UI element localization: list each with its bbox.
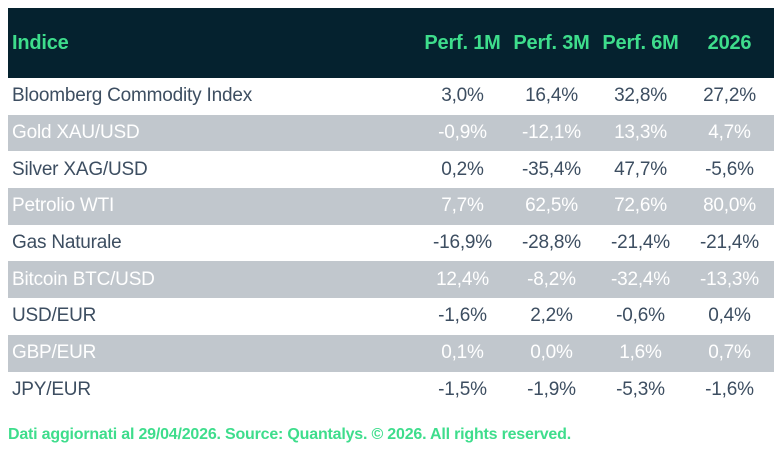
cell-value: 1,6% xyxy=(619,342,662,364)
row-label: Gold XAU/USD xyxy=(12,122,140,144)
cell-value: 32,8% xyxy=(614,85,667,107)
cell-value: -12,1% xyxy=(521,122,581,144)
cell-value: -1,9% xyxy=(527,378,576,400)
table-row: Petrolio WTI 7,7% 62,5% 72,6% 80,0% xyxy=(8,188,774,225)
cell-value: -21,4% xyxy=(610,232,670,254)
row-label: GBP/EUR xyxy=(12,342,97,364)
cell-value: 62,5% xyxy=(525,195,578,217)
table-body: Bloomberg Commodity Index 3,0% 16,4% 32,8% 2… xyxy=(8,78,774,409)
table-row: Gas Naturale -16,9% -28,8% -21,4% -21,4% xyxy=(8,224,774,262)
cell-value: 0,4% xyxy=(708,305,751,327)
table-row: JPY/EUR -1,5% -1,9% -5,3% -1,6% xyxy=(8,371,774,409)
cell-value: 72,6% xyxy=(614,195,667,217)
cell-value: -5,3% xyxy=(616,378,665,400)
cell-value: -5,6% xyxy=(705,158,754,180)
footer-note: Dati aggiornati al 29/04/2026. Source: Q… xyxy=(8,426,571,443)
cell-value: -35,4% xyxy=(521,158,581,180)
cell-value: -1,5% xyxy=(438,378,487,400)
performance-table: Indice Perf. 1M Perf. 3M Perf. 6M 2026 Bloom… xyxy=(8,8,774,409)
row-label: Bloomberg Commodity Index xyxy=(12,85,252,107)
cell-value: 0,1% xyxy=(441,342,484,364)
cell-value: -0,6% xyxy=(616,305,665,327)
table-row: Bitcoin BTC/USD 12,4% -8,2% -32,4% -13,3% xyxy=(8,261,774,299)
cell-value: 13,3% xyxy=(614,122,667,144)
column-header-indice: Indice xyxy=(12,31,69,54)
row-label: Gas Naturale xyxy=(12,232,122,254)
cell-value: 4,7% xyxy=(708,122,751,144)
row-label: Bitcoin BTC/USD xyxy=(12,268,155,290)
cell-value: 47,7% xyxy=(614,158,667,180)
column-header-perf-1m: Perf. 1M xyxy=(424,31,501,54)
cell-value: 27,2% xyxy=(703,85,756,107)
cell-value: 3,0% xyxy=(441,85,484,107)
column-header-perf-3m: Perf. 3M xyxy=(513,31,590,54)
cell-value: 80,0% xyxy=(703,195,756,217)
row-label: JPY/EUR xyxy=(12,378,91,400)
cell-value: -1,6% xyxy=(705,378,754,400)
cell-value: 2,2% xyxy=(530,305,573,327)
cell-value: -28,8% xyxy=(521,232,581,254)
row-label: Petrolio WTI xyxy=(12,195,115,217)
cell-value: 16,4% xyxy=(525,85,578,107)
cell-value: 0,2% xyxy=(441,158,484,180)
table-row: USD/EUR -1,6% 2,2% -0,6% 0,4% xyxy=(8,298,774,335)
cell-value: -13,3% xyxy=(699,268,759,290)
cell-value: -16,9% xyxy=(432,232,492,254)
column-header-2026: 2026 xyxy=(707,31,752,54)
row-label: USD/EUR xyxy=(12,305,97,327)
row-label: Silver XAG/USD xyxy=(12,158,148,180)
cell-value: 0,7% xyxy=(708,342,751,364)
table-header-row: Indice Perf. 1M Perf. 3M Perf. 6M 2026 xyxy=(8,8,774,78)
cell-value: -8,2% xyxy=(527,268,576,290)
cell-value: 12,4% xyxy=(436,268,489,290)
cell-value: 0,0% xyxy=(530,342,573,364)
table-row: Bloomberg Commodity Index 3,0% 16,4% 32,8% 2… xyxy=(8,78,774,115)
column-header-perf-6m: Perf. 6M xyxy=(602,31,679,54)
cell-value: 7,7% xyxy=(441,195,484,217)
cell-value: -21,4% xyxy=(699,232,759,254)
table-row: Silver XAG/USD 0,2% -35,4% 47,7% -5,6% xyxy=(8,151,774,189)
table-row: Gold XAU/USD -0,9% -12,1% 13,3% 4,7% xyxy=(8,114,774,152)
table-row: GBP/EUR 0,1% 0,0% 1,6% 0,7% xyxy=(8,334,774,372)
cell-value: -32,4% xyxy=(610,268,670,290)
cell-value: -0,9% xyxy=(438,122,487,144)
cell-value: -1,6% xyxy=(438,305,487,327)
